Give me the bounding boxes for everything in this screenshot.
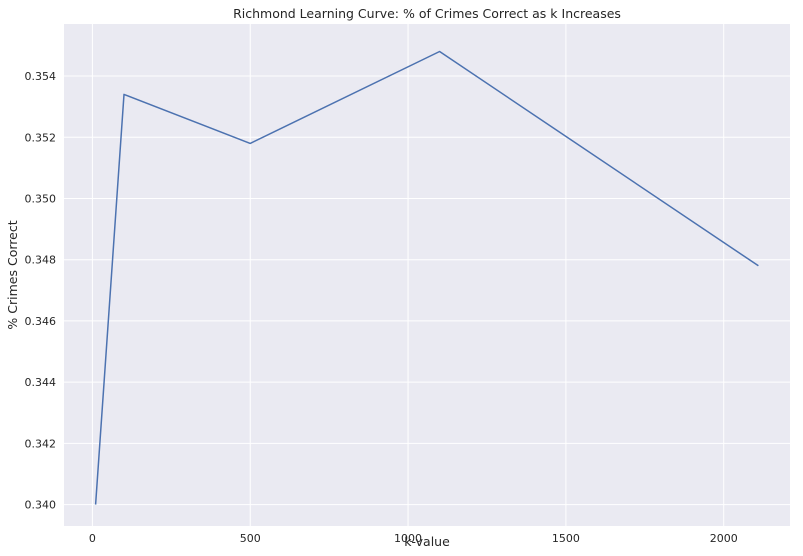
y-axis-label: % Crimes Correct (5, 220, 20, 329)
y-tick-label: 0.354 (25, 70, 57, 83)
y-tick-label: 0.340 (25, 499, 57, 512)
x-tick-label: 1500 (552, 532, 580, 545)
chart-title: Richmond Learning Curve: % of Crimes Cor… (233, 6, 621, 21)
x-tick-label: 0 (89, 532, 96, 545)
plot-background (64, 24, 790, 526)
series-layer (94, 50, 759, 505)
y-tick-label: 0.352 (25, 131, 57, 144)
series-line (94, 50, 759, 505)
x-tick-labels: 0 500 1000 1500 2000 (89, 532, 738, 545)
grid (64, 24, 790, 526)
x-axis-label: k-value (404, 534, 450, 549)
x-tick-label: 500 (240, 532, 261, 545)
y-tick-label: 0.344 (25, 376, 57, 389)
y-tick-label: 0.346 (25, 315, 57, 328)
x-tick-label: 1000 (394, 532, 422, 545)
x-tick-label: 2000 (710, 532, 738, 545)
y-tick-label: 0.342 (25, 437, 57, 450)
y-tick-labels: 0.340 0.342 0.344 0.346 0.348 0.350 0.352 0.354 (25, 70, 57, 512)
y-tick-label: 0.350 (25, 192, 57, 205)
y-tick-label: 0.348 (25, 254, 57, 267)
